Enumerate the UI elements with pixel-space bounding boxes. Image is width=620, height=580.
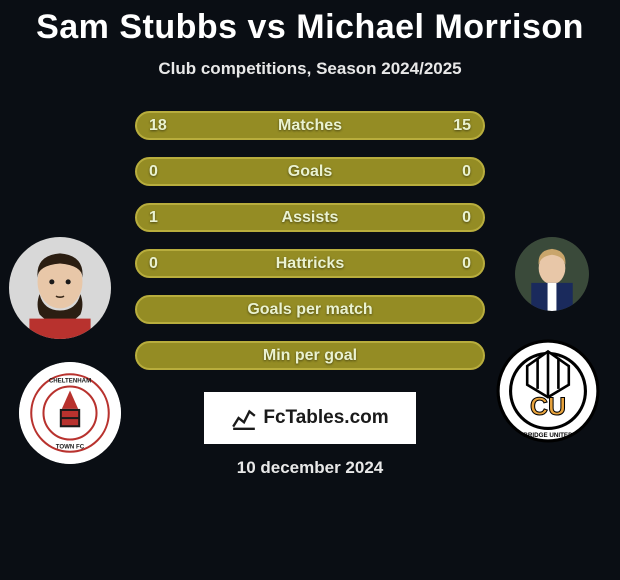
stat-row: Min per goal xyxy=(135,341,485,370)
player2-avatar xyxy=(515,237,589,311)
stat-row: 1 Assists 0 xyxy=(135,203,485,232)
stat-right-value: 15 xyxy=(453,117,471,135)
stat-label: Min per goal xyxy=(263,347,357,365)
stat-left-value: 1 xyxy=(149,209,158,227)
svg-text:CU: CU xyxy=(530,393,566,421)
player2-portrait-icon xyxy=(515,237,589,311)
player1-portrait-icon xyxy=(9,237,111,339)
stat-left-value: 18 xyxy=(149,117,167,135)
player2-club-badge: CU BRIDGE UNITED xyxy=(496,339,600,443)
stat-label: Hattricks xyxy=(276,255,344,273)
svg-text:TOWN FC: TOWN FC xyxy=(56,444,85,451)
stat-row: 18 Matches 15 xyxy=(135,111,485,140)
stat-left-value: 0 xyxy=(149,163,158,181)
stat-right-value: 0 xyxy=(462,209,471,227)
stat-right-value: 0 xyxy=(462,163,471,181)
stat-label: Goals per match xyxy=(247,301,372,319)
player1-avatar xyxy=(9,237,111,339)
stat-label: Goals xyxy=(288,163,332,181)
stat-row: 0 Goals 0 xyxy=(135,157,485,186)
attribution-box: FcTables.com xyxy=(204,392,416,444)
player1-club-badge: CHELTENHAM TOWN FC xyxy=(19,362,121,464)
cheltenham-crest-icon: CHELTENHAM TOWN FC xyxy=(19,362,121,464)
cambridge-crest-icon: CU BRIDGE UNITED xyxy=(496,339,600,443)
chart-line-icon xyxy=(231,405,257,431)
comparison-content: CHELTENHAM TOWN FC CU BRIDGE UNITED 18 M… xyxy=(0,111,620,370)
stat-row: 0 Hattricks 0 xyxy=(135,249,485,278)
attribution-text: FcTables.com xyxy=(263,407,388,429)
svg-text:BRIDGE UNITED: BRIDGE UNITED xyxy=(523,432,573,439)
svg-text:CHELTENHAM: CHELTENHAM xyxy=(49,377,91,384)
stat-left-value: 0 xyxy=(149,255,158,273)
stat-label: Matches xyxy=(278,117,342,135)
stat-row: Goals per match xyxy=(135,295,485,324)
stat-right-value: 0 xyxy=(462,255,471,273)
comparison-title: Sam Stubbs vs Michael Morrison xyxy=(0,0,620,47)
stat-label: Assists xyxy=(282,209,339,227)
snapshot-date: 10 december 2024 xyxy=(0,458,620,478)
season-subtitle: Club competitions, Season 2024/2025 xyxy=(0,59,620,79)
stats-bars: 18 Matches 15 0 Goals 0 1 Assists 0 0 Ha… xyxy=(135,111,485,370)
